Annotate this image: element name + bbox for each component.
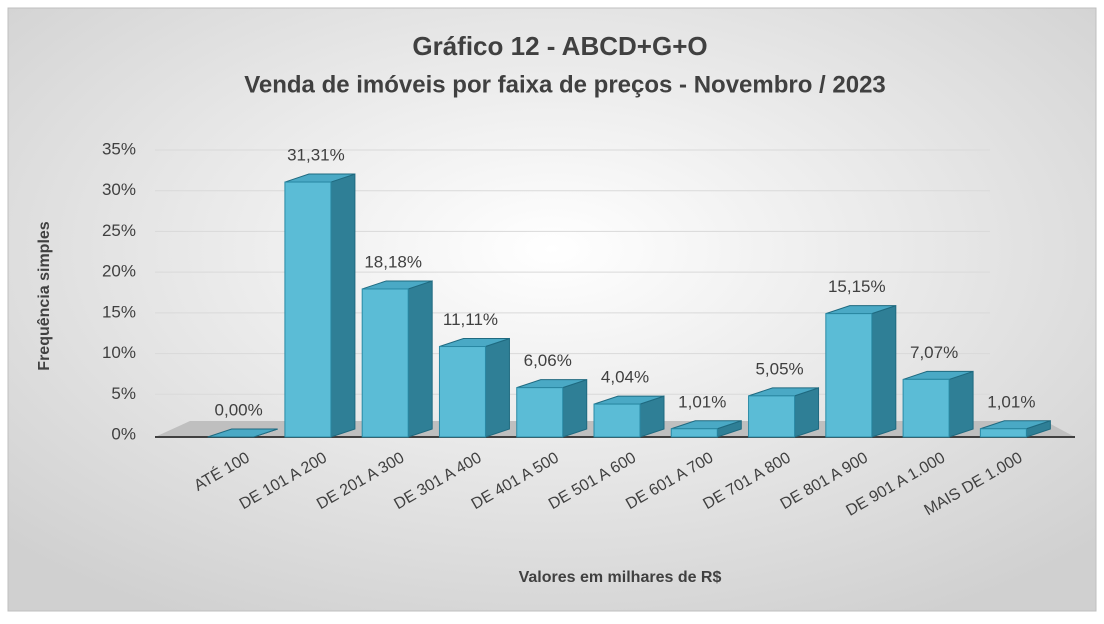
data-label: 1,01% (678, 392, 726, 411)
bar-side (794, 387, 820, 438)
y-tick-label: 25% (102, 221, 136, 240)
data-label: 1,01% (987, 392, 1035, 411)
chart-background (7, 7, 1097, 612)
bar (438, 346, 486, 438)
bar-side (871, 304, 897, 438)
y-tick-label: 35% (102, 139, 136, 158)
bar (516, 387, 564, 438)
y-tick-label: 10% (102, 343, 136, 362)
bar-side (484, 337, 510, 438)
y-tick-label: 20% (102, 262, 136, 281)
y-tick-label: 5% (111, 384, 136, 403)
bar (593, 403, 641, 438)
chart-title: Gráfico 12 - ABCD+G+O (412, 31, 707, 61)
bar-side (948, 370, 974, 438)
bar (902, 378, 950, 438)
y-tick-label: 15% (102, 302, 136, 321)
bar (670, 428, 718, 438)
data-label: 4,04% (601, 368, 649, 387)
x-axis-title: Valores em milhares de R$ (519, 569, 722, 586)
data-label: 31,31% (287, 146, 345, 165)
bar (284, 181, 332, 438)
bar-top (207, 428, 278, 438)
data-label: 6,06% (524, 351, 572, 370)
data-label: 0,00% (215, 400, 263, 419)
data-label: 5,05% (755, 359, 803, 378)
y-axis-title: Frequência simples (36, 221, 53, 370)
y-tick-label: 0% (111, 424, 136, 443)
bar-side (330, 173, 356, 438)
y-tick-label: 30% (102, 180, 136, 199)
bar-side (407, 280, 433, 438)
bar (361, 288, 409, 438)
bar (748, 395, 796, 438)
data-label: 11,11% (443, 310, 498, 329)
bar-side (562, 378, 588, 438)
data-label: 7,07% (910, 343, 958, 362)
chart-subtitle: Venda de imóveis por faixa de preços - N… (244, 71, 886, 98)
bar (979, 428, 1027, 438)
data-label: 15,15% (828, 277, 886, 296)
data-label: 18,18% (364, 252, 422, 271)
bar (825, 313, 873, 438)
